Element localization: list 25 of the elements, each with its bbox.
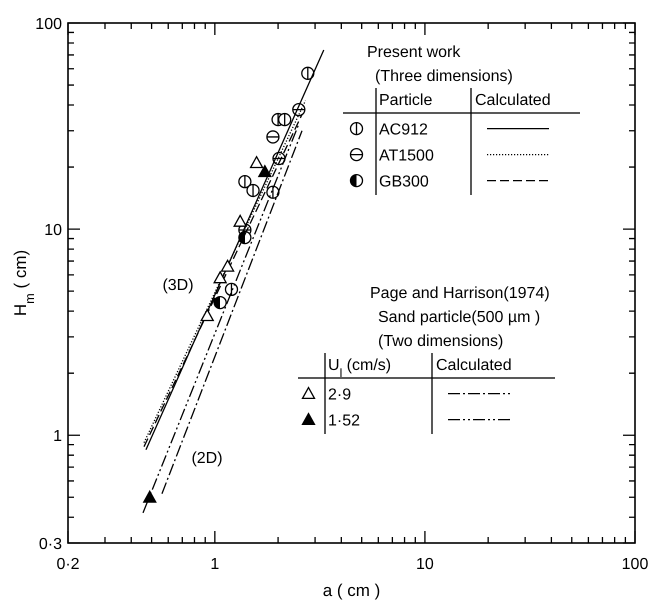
x-tick-label: 0·2 (56, 556, 80, 573)
legend-label: 2·9 (328, 386, 352, 404)
x-tick-label: 10 (416, 556, 434, 573)
text: Page and Harrison(1974) (370, 285, 550, 302)
text: U$_{l}$ (cm/s) (328, 357, 392, 380)
text: Calculated (475, 92, 551, 109)
text: Calculated (436, 357, 512, 374)
x-axis-title: a ( cm ) (322, 581, 380, 600)
legend-label: AT1500 (379, 148, 434, 165)
text: (Two dimensions) (378, 333, 504, 350)
y-tick-label: 10 (44, 222, 62, 240)
legend-label: GB300 (379, 174, 429, 191)
y-tick-label: 0·3 (38, 536, 62, 553)
legend-label: AC912 (379, 122, 428, 139)
y-tick-label: 100 (35, 16, 62, 33)
y-tick-label: 1 (53, 428, 62, 446)
text: Particle (379, 92, 432, 109)
text: (Three dimensions) (375, 68, 513, 85)
x-tick-label: 1 (210, 556, 220, 573)
annotation: (2D) (191, 450, 223, 467)
text: Sand particle(500 µm ) (378, 309, 540, 326)
legend-label: 1·52 (328, 412, 360, 430)
x-tick-label: 100 (622, 556, 648, 573)
annotation: (3D) (162, 277, 194, 294)
text: Present work (367, 44, 460, 61)
